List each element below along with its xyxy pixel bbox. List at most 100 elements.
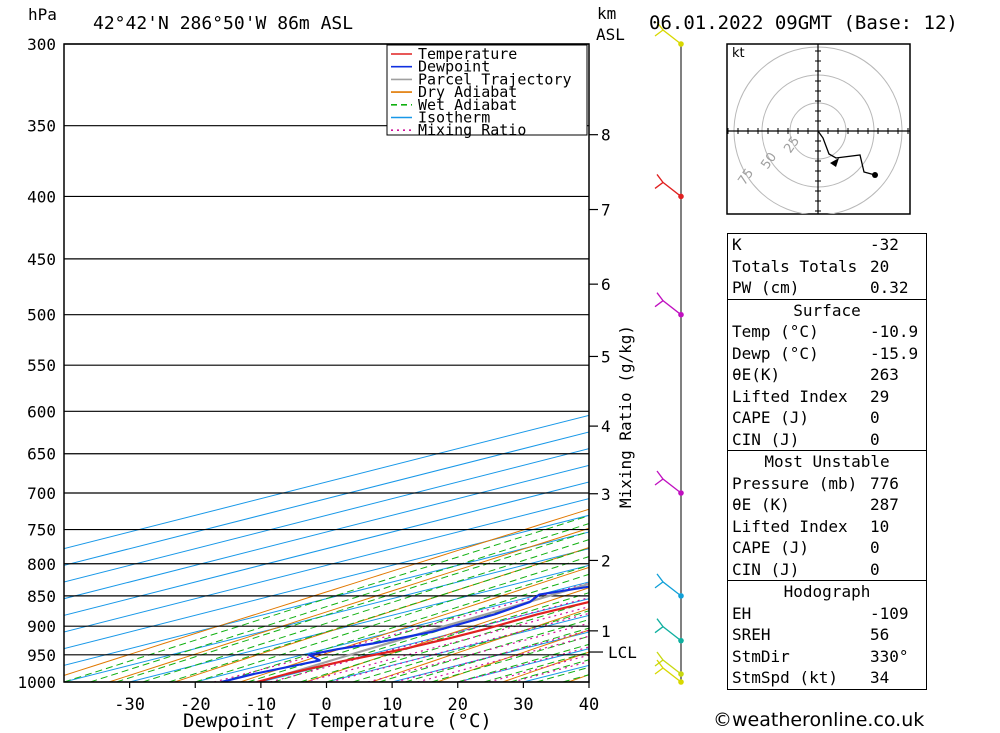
- index-label: Pressure (mb): [732, 473, 858, 493]
- index-label: CAPE (J): [732, 538, 810, 557]
- parcel-trajectory-line: [286, 582, 589, 676]
- index-value: 263: [870, 365, 899, 384]
- pressure-tick-label: 400: [27, 187, 56, 206]
- temperature-tick-label: 30: [513, 695, 533, 715]
- indices-row: θE(K) 263: [732, 364, 926, 386]
- index-value: 0: [870, 429, 880, 449]
- index-label: StmDir: [732, 646, 790, 666]
- indices-group: Surface Temp (°C) -10.9 Dewp (°C) -15.9 θE(K)…: [727, 298, 927, 451]
- pressure-tick-label: 450: [27, 250, 56, 269]
- indices-row: Dewp (°C) -15.9: [732, 343, 926, 365]
- dry-adiabat-line: [240, 566, 589, 682]
- isotherm-line: [129, 564, 589, 682]
- pressure-tick-label: 550: [27, 356, 56, 375]
- indices-row: K -32: [732, 234, 926, 256]
- temperature-tick-label: 0: [321, 695, 331, 715]
- indices-row: CIN (J) 0: [732, 429, 926, 451]
- dry-adiabat-line: [962, 44, 1000, 682]
- index-label: K: [732, 235, 742, 254]
- x-axis-title: Dewpoint / Temperature (°C): [183, 710, 492, 732]
- index-label: Totals Totals: [732, 256, 858, 276]
- indices-group: K -32 Totals Totals 20 PW (cm) 0.32: [727, 233, 927, 299]
- index-value: -10.9: [870, 322, 919, 341]
- isotherm-line: [64, 531, 589, 666]
- indices-group: Most Unstable Pressure (mb) 776 θE (K) 287 Li…: [727, 450, 927, 580]
- index-label: Lifted Index: [732, 516, 848, 536]
- isotherm-line: [64, 498, 589, 633]
- temperature-tick-label: -20: [180, 695, 211, 715]
- isotherm-line: [64, 448, 589, 583]
- indices-row: StmSpd (kt) 34: [732, 667, 926, 689]
- pressure-tick-label: 900: [27, 617, 56, 636]
- km-tick-label: 1: [601, 622, 611, 641]
- copyright-footer: ©weatheronline.co.uk: [713, 709, 925, 731]
- axis-labels: 3003504004505005506006507007508008509009…: [17, 35, 636, 715]
- pressure-tick-label: 850: [27, 587, 56, 606]
- isotherm-line: [64, 481, 589, 616]
- wind-barb-column: [654, 21, 684, 685]
- indices-group: Hodograph EH -109 SREH 56 StmDir 330° StmSpd (k…: [727, 580, 927, 690]
- isotherm-line: [64, 514, 589, 650]
- legend-label: Isotherm: [418, 109, 490, 127]
- indices-row: Totals Totals 20: [732, 256, 926, 278]
- wind-barb: [654, 470, 682, 494]
- pressure-tick-label: 600: [27, 402, 56, 421]
- indices-group-heading: Surface: [793, 300, 861, 320]
- index-value: 20: [870, 256, 890, 276]
- pressure-tick-label: 800: [27, 555, 56, 574]
- temperature-tick-label: 10: [382, 695, 402, 715]
- temperature-tick-label: -30: [114, 695, 145, 715]
- pressure-tick-label: 1000: [17, 673, 56, 692]
- legend-label: Wet Adiabat: [418, 96, 517, 114]
- index-value: 0.32: [870, 278, 909, 297]
- km-unit-label: km: [597, 4, 616, 23]
- index-label: CIN (J): [732, 429, 800, 449]
- index-value: 34: [870, 668, 890, 687]
- legend-label: Temperature: [418, 45, 517, 63]
- index-label: CAPE (J): [732, 408, 810, 427]
- km-tick-label: 8: [601, 126, 611, 145]
- dewpoint-line: [221, 585, 589, 682]
- indices-row: CAPE (J) 0: [732, 407, 926, 429]
- index-value: 776: [870, 473, 899, 493]
- profile-lines: [221, 582, 589, 682]
- isotherm-line: [64, 464, 589, 600]
- wet-adiabat-line: [326, 601, 589, 682]
- indices-row: Lifted Index 10: [732, 516, 926, 538]
- indices-row: θE (K) 287: [732, 494, 926, 516]
- storm-motion-marker: [830, 158, 839, 167]
- legend-label: Parcel Trajectory: [418, 70, 572, 88]
- wind-barb: [654, 174, 682, 197]
- legend-box: [386, 44, 588, 136]
- km-tick-label: 3: [601, 485, 611, 504]
- index-value: 287: [870, 495, 899, 514]
- wind-barb: [654, 618, 682, 642]
- mixing-ratio-axis-title: Mixing Ratio (g/kg): [616, 325, 635, 508]
- indices-group-heading: Most Unstable: [764, 452, 890, 471]
- temperature-tick-label: 20: [448, 695, 468, 715]
- indices-row: CAPE (J) 0: [732, 537, 926, 559]
- wind-barb: [654, 659, 682, 683]
- indices-row: Temp (°C) -10.9: [732, 321, 926, 343]
- pressure-tick-label: 350: [27, 117, 56, 136]
- index-value: -15.9: [870, 343, 919, 363]
- index-value: -32: [870, 235, 899, 254]
- location-title: 42°42'N 286°50'W 86m ASL: [93, 13, 353, 34]
- legend-label: Mixing Ratio: [418, 121, 526, 139]
- hodograph-trace: [817, 130, 876, 176]
- indices-row: StmDir 330°: [732, 646, 926, 668]
- wind-barb: [654, 292, 682, 316]
- index-label: CIN (J): [732, 559, 800, 579]
- pressure-tick-label: 950: [27, 646, 56, 665]
- dry-adiabat-line: [64, 508, 589, 676]
- plot-frame: [63, 43, 590, 683]
- legend-label: Dewpoint: [418, 58, 490, 76]
- index-label: StmSpd (kt): [732, 668, 838, 687]
- index-label: θE(K): [732, 365, 781, 384]
- index-value: 0: [870, 538, 880, 557]
- km-tick-label: 5: [601, 348, 611, 367]
- index-label: Dewp (°C): [732, 343, 819, 363]
- temperature-line: [256, 600, 589, 682]
